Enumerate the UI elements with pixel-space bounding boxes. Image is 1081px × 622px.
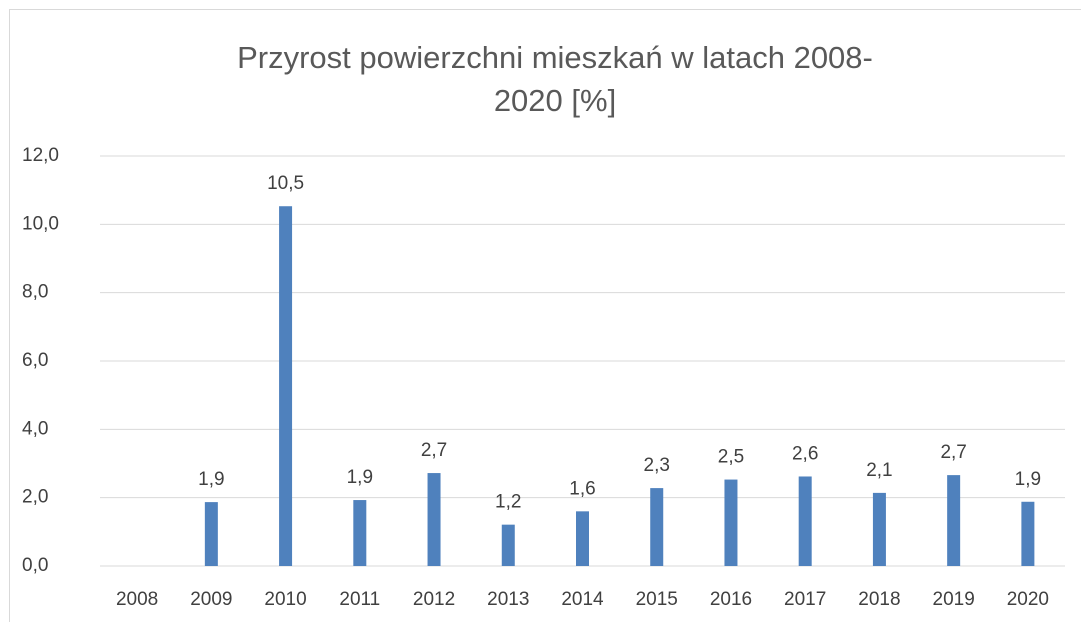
- bar: [279, 206, 293, 566]
- bar: [872, 492, 886, 566]
- x-tick-label: 2011: [339, 589, 380, 610]
- x-tick-label: 2014: [561, 589, 604, 610]
- data-label: 2,7: [421, 440, 447, 461]
- bar: [353, 500, 367, 566]
- data-label: 1,9: [347, 467, 373, 488]
- data-label: 2,3: [644, 455, 670, 476]
- bar: [798, 476, 812, 566]
- chart-title: Przyrost powierzchni mieszkań w latach 2…: [237, 40, 873, 118]
- data-label: 1,9: [1015, 469, 1041, 490]
- data-label: 2,1: [866, 460, 892, 481]
- y-tick-label: 8,0: [22, 282, 48, 303]
- x-tick-label: 2010: [264, 589, 306, 610]
- y-tick-label: 6,0: [22, 350, 48, 371]
- x-tick-label: 2008: [116, 589, 158, 610]
- y-tick-label: 4,0: [22, 418, 48, 439]
- y-tick-label: 2,0: [22, 487, 48, 508]
- data-label: 2,5: [718, 447, 744, 468]
- data-label: 1,2: [495, 492, 521, 513]
- bar: [427, 473, 441, 566]
- bar: [204, 502, 218, 566]
- y-tick-label: 0,0: [22, 555, 48, 576]
- bar: [576, 511, 589, 566]
- x-tick-label: 2020: [1007, 589, 1049, 610]
- bar: [650, 488, 664, 566]
- x-tick-label: 2019: [933, 589, 975, 610]
- bar: [501, 524, 515, 566]
- data-label: 1,6: [569, 478, 595, 499]
- x-tick-label: 2016: [710, 589, 752, 610]
- x-tick-label: 2018: [858, 589, 900, 610]
- x-tick-label: 2009: [190, 589, 232, 610]
- data-label: 2,6: [792, 443, 818, 464]
- bar: [1021, 501, 1035, 566]
- x-tick-label: 2012: [413, 589, 455, 610]
- data-label: 10,5: [267, 173, 304, 194]
- bar: [947, 475, 961, 566]
- x-tick-label: 2017: [784, 589, 826, 610]
- bar: [724, 479, 738, 566]
- y-tick-label: 12,0: [22, 145, 59, 166]
- data-label: 1,9: [198, 469, 224, 490]
- chart-border: [9, 9, 1081, 622]
- data-label: 2,7: [940, 442, 966, 463]
- x-tick-label: 2013: [487, 589, 529, 610]
- y-tick-label: 10,0: [22, 213, 59, 234]
- x-tick-label: 2015: [636, 589, 678, 610]
